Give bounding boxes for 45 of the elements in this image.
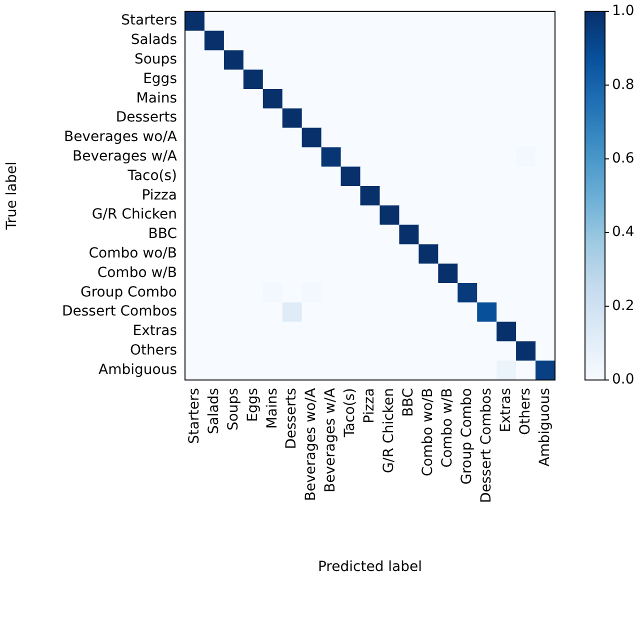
- y-tick-label: Desserts: [116, 110, 177, 126]
- y-axis-title: True label: [4, 162, 20, 231]
- x-tick-label: Mains: [264, 388, 280, 429]
- color-bar-label: 0.4: [612, 224, 634, 240]
- x-tick-label: G/R Chicken: [381, 388, 398, 474]
- y-tick-label: Pizza: [142, 187, 177, 204]
- y-tick-label: Combo wo/B: [88, 246, 177, 262]
- y-tick-label: Soups: [134, 52, 177, 68]
- y-tick-label: Starters: [121, 12, 177, 29]
- color-bar-label: 0.6: [612, 150, 634, 166]
- x-tick-label: Dessert Combos: [478, 388, 494, 504]
- x-tick-label: Ambiguous: [536, 388, 553, 466]
- x-tick-label: Combo w/B: [440, 388, 456, 468]
- x-tick-label: Desserts: [284, 388, 300, 450]
- x-tick-label: Beverages w/A: [322, 388, 339, 492]
- y-tick-label: Taco(s): [126, 168, 177, 184]
- x-tick-label: Salads: [206, 388, 222, 434]
- x-tick-label: Pizza: [362, 388, 378, 424]
- x-tick-label: Taco(s): [342, 388, 358, 438]
- color-bar-label: 1.0: [612, 3, 634, 20]
- y-tick-label: Others: [130, 342, 177, 359]
- y-tick-label: Salads: [130, 32, 177, 48]
- y-tick-label: Ambiguous: [98, 362, 177, 378]
- x-tick-label: BBC: [400, 388, 417, 417]
- y-tick-label: G/R Chicken: [92, 206, 177, 223]
- x-tick-label: Beverages wo/A: [303, 388, 320, 502]
- x-axis-title: Predicted label: [318, 559, 422, 576]
- x-tick-label: Soups: [225, 388, 242, 431]
- x-tick-label: Combo wo/B: [420, 388, 436, 476]
- color-bar-label: 0.0: [612, 372, 634, 388]
- y-tick-label: Mains: [136, 90, 177, 106]
- x-tick-label: Eggs: [244, 388, 261, 422]
- color-bar-label: 0.2: [612, 298, 634, 314]
- color-bar-label: 0.8: [612, 76, 634, 93]
- x-tick-label: Others: [517, 388, 534, 436]
- x-tick-label: Extras: [498, 388, 514, 432]
- y-tick-label: Beverages wo/A: [64, 129, 178, 146]
- y-tick-label: Dessert Combos: [62, 304, 177, 320]
- y-tick-label: BBC: [148, 226, 178, 242]
- y-tick-label: Beverages w/A: [72, 148, 178, 165]
- y-tick-label: Eggs: [143, 70, 177, 87]
- x-tick-label: Group Combo: [459, 388, 476, 485]
- y-tick-label: Combo w/B: [97, 264, 177, 281]
- y-tick-label: Group Combo: [80, 284, 177, 300]
- y-tick-label: Extras: [132, 323, 177, 340]
